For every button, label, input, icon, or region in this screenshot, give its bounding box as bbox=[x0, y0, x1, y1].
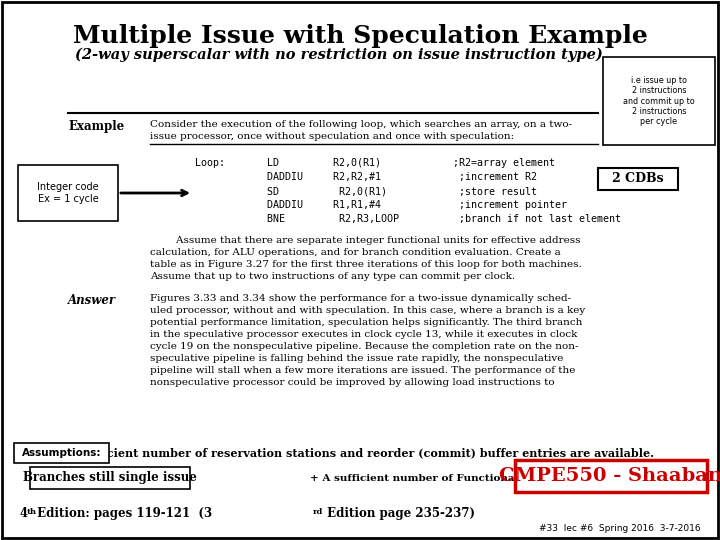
Text: Edition page 235-237): Edition page 235-237) bbox=[323, 507, 475, 520]
Text: Integer code
Ex = 1 cycle: Integer code Ex = 1 cycle bbox=[37, 182, 99, 204]
Text: Assume that up to two instructions of any type can commit per clock.: Assume that up to two instructions of an… bbox=[150, 272, 515, 281]
Text: DADDIU     R1,R1,#4             ;increment pointer: DADDIU R1,R1,#4 ;increment pointer bbox=[195, 200, 567, 210]
Text: (2-way superscalar with no restriction on issue instruction type): (2-way superscalar with no restriction o… bbox=[75, 48, 602, 62]
Text: Assume that there are separate integer functional units for effective address: Assume that there are separate integer f… bbox=[150, 236, 580, 245]
Text: issue processor, once without speculation and once with speculation:: issue processor, once without speculatio… bbox=[150, 132, 514, 141]
FancyBboxPatch shape bbox=[603, 57, 715, 145]
FancyBboxPatch shape bbox=[30, 467, 190, 489]
Text: Loop:       LD         R2,0(R1)            ;R2=array element: Loop: LD R2,0(R1) ;R2=array element bbox=[195, 158, 555, 168]
Text: A sufficient number of reservation stations and reorder (commit) buffer entries : A sufficient number of reservation stati… bbox=[66, 448, 654, 458]
Text: Example: Example bbox=[68, 120, 125, 133]
Text: Figures 3.33 and 3.34 show the performance for a two-issue dynamically sched-: Figures 3.33 and 3.34 show the performan… bbox=[150, 294, 571, 303]
Text: #33  lec #6  Spring 2016  3-7-2016: #33 lec #6 Spring 2016 3-7-2016 bbox=[539, 524, 701, 533]
Text: + A sufficient number of Functional Units (Fus)/ALUs: + A sufficient number of Functional Unit… bbox=[310, 474, 621, 483]
Text: SD          R2,0(R1)            ;store result: SD R2,0(R1) ;store result bbox=[195, 186, 537, 196]
Text: CMPE550 - Shaaban: CMPE550 - Shaaban bbox=[500, 467, 720, 485]
Text: Answer: Answer bbox=[68, 294, 116, 307]
Text: th: th bbox=[27, 508, 37, 516]
Text: uled processor, without and with speculation. In this case, where a branch is a : uled processor, without and with specula… bbox=[150, 306, 585, 315]
Text: speculative pipeline is falling behind the issue rate rapidly, the nonspeculativ: speculative pipeline is falling behind t… bbox=[150, 354, 563, 363]
FancyBboxPatch shape bbox=[14, 443, 109, 463]
Text: 4: 4 bbox=[20, 507, 28, 520]
Text: rd: rd bbox=[313, 508, 323, 516]
Text: nonspeculative processor could be improved by allowing load instructions to: nonspeculative processor could be improv… bbox=[150, 378, 554, 387]
Text: calculation, for ALU operations, and for branch condition evaluation. Create a: calculation, for ALU operations, and for… bbox=[150, 248, 561, 257]
Text: Edition: pages 119-121  (3: Edition: pages 119-121 (3 bbox=[33, 507, 212, 520]
FancyBboxPatch shape bbox=[18, 165, 118, 221]
Text: 2 CDBs: 2 CDBs bbox=[612, 172, 664, 186]
Text: potential performance limitation, speculation helps significantly. The third bra: potential performance limitation, specul… bbox=[150, 318, 582, 327]
Text: i.e issue up to
2 instructions
and commit up to
2 instructions
per cycle: i.e issue up to 2 instructions and commi… bbox=[623, 76, 695, 126]
Text: pipeline will stall when a few more iterations are issued. The performance of th: pipeline will stall when a few more iter… bbox=[150, 366, 575, 375]
Text: Multiple Issue with Speculation Example: Multiple Issue with Speculation Example bbox=[73, 24, 647, 48]
Text: Branches still single issue: Branches still single issue bbox=[23, 471, 197, 484]
Text: table as in Figure 3.27 for the first three iterations of this loop for both mac: table as in Figure 3.27 for the first th… bbox=[150, 260, 582, 269]
Text: DADDIU     R2,R2,#1             ;increment R2: DADDIU R2,R2,#1 ;increment R2 bbox=[195, 172, 537, 182]
Text: cycle 19 on the nonspeculative pipeline. Because the completion rate on the non-: cycle 19 on the nonspeculative pipeline.… bbox=[150, 342, 578, 351]
Text: Consider the execution of the following loop, which searches an array, on a two-: Consider the execution of the following … bbox=[150, 120, 572, 129]
FancyBboxPatch shape bbox=[515, 460, 707, 492]
Text: Assumptions:: Assumptions: bbox=[22, 448, 102, 458]
Text: BNE         R2,R3,LOOP          ;branch if not last element: BNE R2,R3,LOOP ;branch if not last eleme… bbox=[195, 214, 621, 224]
Text: in the speculative processor executes in clock cycle 13, while it executes in cl: in the speculative processor executes in… bbox=[150, 330, 577, 339]
FancyBboxPatch shape bbox=[598, 168, 678, 190]
